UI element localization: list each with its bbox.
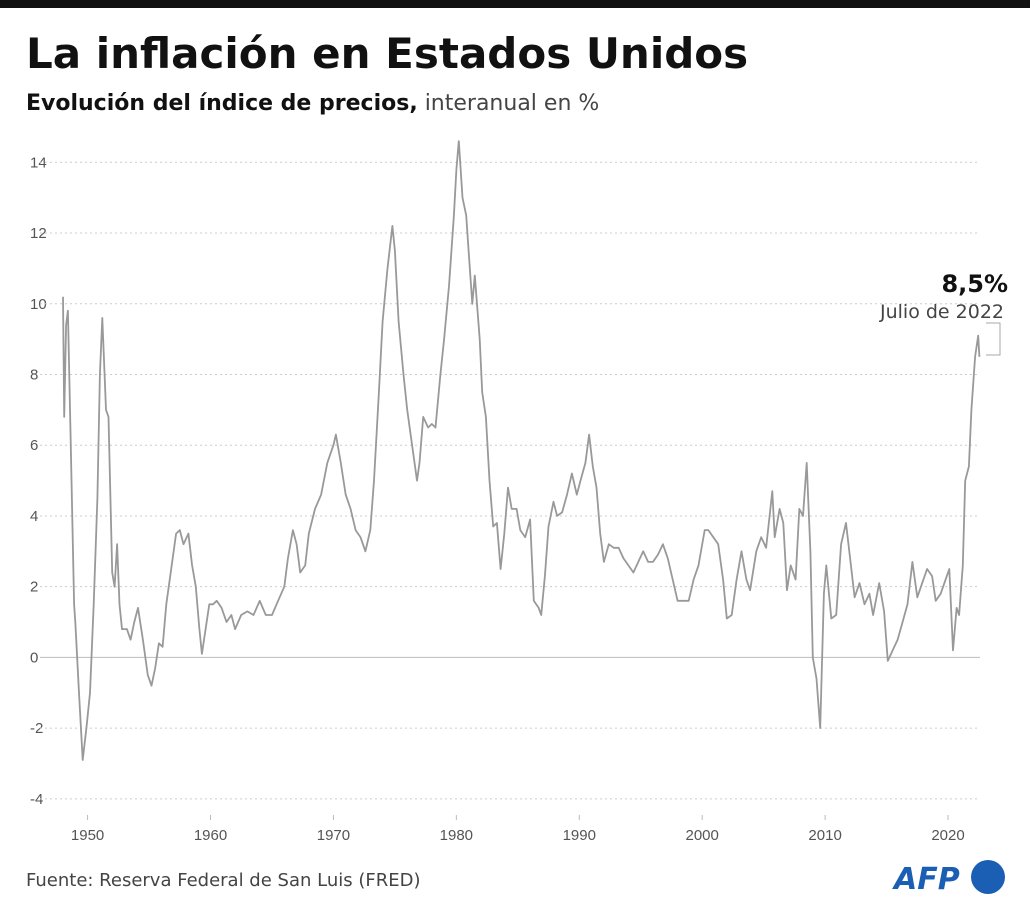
x-tick-label: 1950 (71, 827, 104, 844)
y-tick-label: 12 (30, 225, 47, 242)
y-tick-label: 2 (30, 579, 38, 596)
y-tick-label: -4 (30, 791, 43, 808)
y-tick-label: 14 (30, 154, 47, 171)
y-tick-label: 8 (30, 366, 38, 383)
y-tick-label: 0 (30, 649, 38, 666)
chart-title: La inflación en Estados Unidos (26, 29, 748, 78)
annotation-date: Julio de 2022 (879, 301, 1004, 323)
x-tick-label: 1970 (317, 827, 350, 844)
x-tick-label: 1960 (194, 827, 227, 844)
subtitle-bold: Evolución del índice de precios, (26, 91, 418, 116)
top-bar (0, 0, 1030, 8)
x-tick-label: 2010 (808, 827, 841, 844)
y-tick-label: 10 (30, 296, 47, 313)
x-tick-label: 1990 (563, 827, 596, 844)
x-tick-label: 2000 (686, 827, 719, 844)
source: Fuente: Reserva Federal de San Luis (FRE… (26, 870, 420, 891)
logo-text: AFP (892, 862, 960, 897)
chart-subtitle: Evolución del índice de precios, interan… (26, 91, 599, 116)
plot-area: -4 -2 0 2 4 6 8 10 12 14 1950 1960 1970 1980 1990 2000 2… (30, 140, 981, 844)
y-tick-label: -2 (30, 720, 43, 737)
subtitle: interanual en % (425, 91, 600, 116)
x-tick-label: 1980 (440, 827, 473, 844)
logo-circle (971, 860, 1005, 894)
y-tick-label: 4 (30, 508, 38, 525)
annotation-bracket (986, 322, 1001, 356)
annotation-value: 8,5% (941, 270, 1008, 298)
y-tick-label: 6 (30, 437, 38, 454)
inflation-line (62, 140, 981, 761)
x-tick-label: 2020 (931, 827, 964, 844)
